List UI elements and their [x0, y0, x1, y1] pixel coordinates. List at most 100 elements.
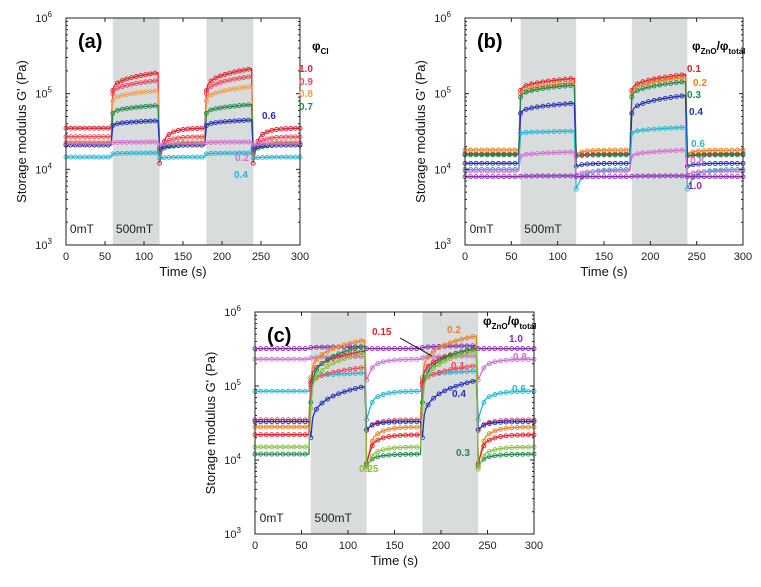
- series-marker: [707, 168, 713, 174]
- series-marker: [171, 129, 177, 135]
- series-marker: [380, 392, 386, 397]
- series-marker: [82, 140, 88, 146]
- series-marker: [509, 419, 515, 425]
- series-marker: [397, 425, 403, 431]
- series-marker: [723, 168, 729, 174]
- series-marker: [484, 160, 490, 166]
- series-marker: [302, 346, 308, 352]
- series-marker: [72, 134, 78, 140]
- series-marker: [269, 346, 275, 352]
- series-marker: [509, 432, 515, 438]
- series-marker: [347, 341, 353, 346]
- series-marker: [358, 344, 364, 350]
- series-marker: [529, 88, 535, 94]
- series-marker: [258, 451, 264, 457]
- series-marker: [246, 139, 251, 145]
- series-marker: [241, 139, 247, 145]
- series-marker: [288, 126, 294, 131]
- series-marker: [232, 150, 237, 156]
- series-marker: [250, 160, 256, 166]
- legend-title: φZnO/φtotal: [692, 39, 745, 56]
- series-marker: [509, 452, 515, 457]
- series-marker: [492, 420, 498, 426]
- series-marker: [481, 438, 487, 444]
- series-marker: [152, 70, 158, 76]
- series-marker: [679, 93, 685, 99]
- series-marker: [447, 356, 453, 362]
- series-marker: [618, 174, 624, 180]
- series-marker: [352, 353, 358, 358]
- series-marker: [618, 160, 624, 166]
- series-marker: [507, 152, 512, 158]
- series-marker: [640, 79, 646, 85]
- series-marker: [612, 147, 618, 153]
- series-marker: [147, 139, 153, 145]
- series-marker: [119, 120, 125, 126]
- x-axis-label: Time (s): [580, 264, 627, 279]
- series-marker: [447, 343, 453, 349]
- series-marker: [534, 84, 540, 90]
- series-marker: [369, 399, 375, 405]
- series-marker: [227, 87, 233, 93]
- series-marker: [486, 421, 492, 426]
- series-marker: [668, 173, 674, 179]
- field-label-off: 0mT: [70, 222, 95, 236]
- series-marker: [96, 154, 102, 160]
- series-marker: [657, 82, 663, 88]
- series-marker: [568, 83, 574, 88]
- series-marker: [459, 352, 464, 358]
- series-marker: [274, 154, 280, 160]
- series-marker: [453, 366, 459, 372]
- series-marker: [222, 119, 228, 125]
- series-marker: [662, 125, 668, 131]
- series-marker: [718, 174, 724, 180]
- series-marker: [380, 435, 386, 441]
- series-marker: [707, 147, 713, 153]
- series-marker: [288, 154, 294, 160]
- series-marker: [352, 345, 358, 351]
- series-label-1_0: 1.0: [688, 181, 702, 192]
- series-marker: [490, 174, 496, 180]
- series-marker: [481, 346, 487, 352]
- series-marker: [662, 173, 668, 179]
- series-marker: [464, 380, 470, 386]
- series-label-1_0: 1.0: [299, 64, 313, 75]
- series-marker: [397, 452, 403, 457]
- series-marker: [562, 101, 568, 107]
- series-marker: [459, 336, 464, 342]
- series-marker: [358, 365, 364, 371]
- series-marker: [403, 346, 409, 352]
- series-marker: [718, 168, 724, 174]
- series-marker: [105, 154, 111, 160]
- series-marker: [651, 76, 657, 82]
- series-marker: [701, 152, 707, 158]
- series-marker: [431, 344, 437, 350]
- x-tick-label: 150: [385, 540, 403, 552]
- series-marker: [634, 173, 640, 179]
- series-marker: [557, 150, 562, 155]
- series-marker: [105, 125, 111, 131]
- series-marker: [492, 453, 498, 459]
- series-marker: [213, 106, 219, 112]
- series-marker: [110, 98, 116, 104]
- series-marker: [180, 154, 186, 160]
- series-marker: [481, 443, 487, 449]
- series-marker: [185, 134, 191, 140]
- series-line-0_6: [255, 370, 534, 420]
- series-marker: [263, 346, 269, 352]
- series-marker: [147, 150, 153, 156]
- series-marker: [518, 173, 524, 179]
- series-marker: [514, 424, 520, 430]
- series-marker: [562, 173, 568, 179]
- series-label-0_8: 0.8: [299, 89, 313, 100]
- series-marker: [657, 96, 663, 102]
- series-marker: [545, 173, 551, 179]
- series-marker: [529, 151, 535, 157]
- series-marker: [222, 104, 228, 110]
- series-marker: [269, 356, 275, 362]
- series-marker: [246, 102, 251, 108]
- series-marker: [110, 123, 116, 128]
- series-marker: [119, 106, 125, 112]
- panel-label: (a): [78, 31, 102, 53]
- series-marker: [490, 160, 496, 166]
